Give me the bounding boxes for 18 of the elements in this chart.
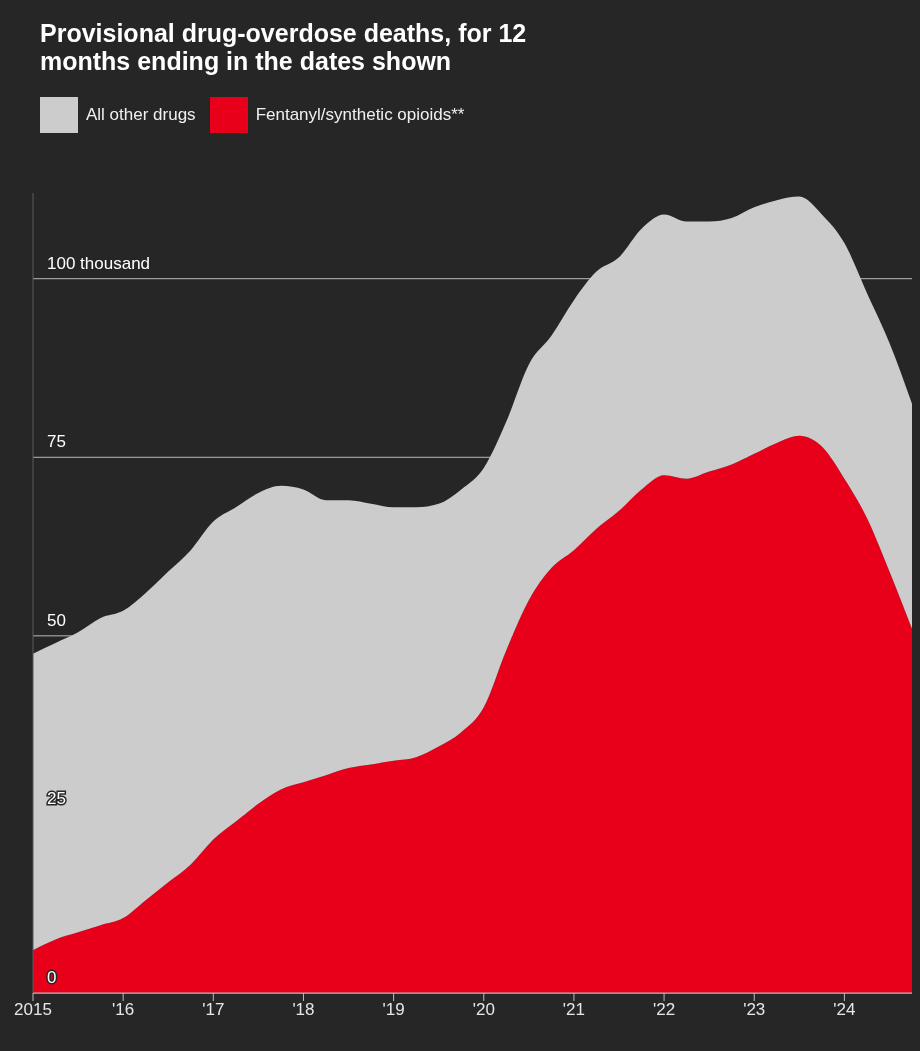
x-tick-label: '23 <box>743 1000 766 1020</box>
legend-label: All other drugs <box>86 105 196 125</box>
legend-label: Fentanyl/synthetic opioids** <box>255 105 465 125</box>
chart-title: Provisional drug-overdose deaths, for 12 months ending in the dates shown <box>39 18 528 75</box>
x-tick-label: '21 <box>562 1000 585 1020</box>
y-tick-label: 50 <box>47 610 66 630</box>
x-tick-label: '18 <box>292 1000 315 1020</box>
y-tick-label: 25 <box>47 789 66 809</box>
x-tick-label: 2015 <box>14 1000 52 1020</box>
y-tick-label: 75 <box>47 432 66 452</box>
y-tick-label: 0 <box>47 968 57 987</box>
x-tick-label: '16 <box>112 1000 135 1020</box>
x-tick-label: '19 <box>382 1000 405 1020</box>
y-tick-label: 100 thousand <box>47 253 151 273</box>
x-tick-label: '20 <box>472 1000 495 1020</box>
x-tick-label: '24 <box>833 1000 856 1020</box>
x-tick-label: '17 <box>202 1000 225 1020</box>
x-tick-label: '22 <box>653 1000 676 1020</box>
